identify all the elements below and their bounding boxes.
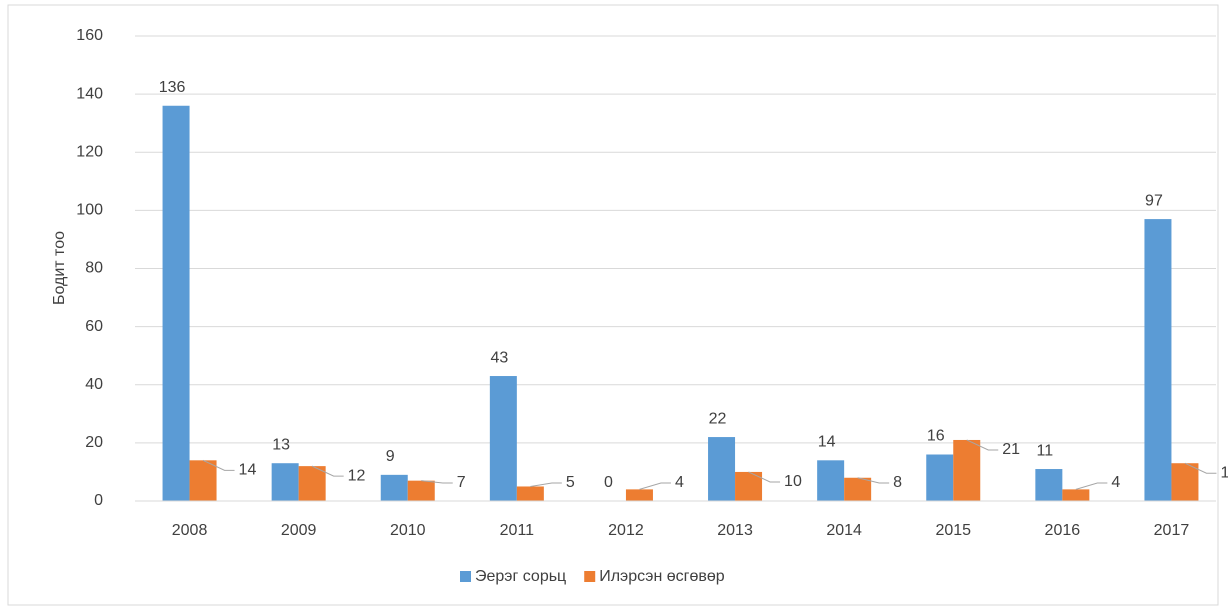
bar — [298, 466, 326, 501]
bar — [625, 489, 653, 501]
y-tick-label: 40 — [85, 376, 103, 393]
x-tick-label: 2010 — [390, 522, 426, 539]
leader-line — [857, 477, 890, 484]
bar — [926, 454, 954, 501]
leader-line — [748, 471, 781, 483]
x-tick-label: 2016 — [1045, 522, 1081, 539]
data-label: 97 — [1145, 192, 1163, 209]
x-tick-label: 2008 — [172, 522, 208, 539]
legend-swatch — [460, 571, 471, 582]
data-label: 43 — [490, 349, 508, 366]
data-label: 14 — [818, 434, 836, 451]
data-label: 7 — [457, 474, 466, 491]
y-tick-label: 140 — [76, 85, 103, 102]
bar — [953, 439, 981, 501]
leader-line — [421, 480, 453, 484]
x-tick-label: 2013 — [717, 522, 753, 539]
data-label: 11 — [1037, 442, 1054, 459]
data-label: 16 — [927, 428, 945, 445]
y-tick-label: 120 — [76, 143, 103, 160]
legend-label: Илэрсэн өсгөвөр — [599, 568, 725, 585]
legend-label: Эерэг сорьц — [475, 568, 566, 585]
leader-line — [530, 482, 562, 487]
bar — [1035, 469, 1063, 501]
y-tick-label: 100 — [76, 202, 103, 219]
bar — [735, 471, 763, 501]
bar — [1171, 463, 1199, 501]
bar — [380, 474, 408, 501]
legend-swatch — [584, 571, 596, 582]
leader-line — [639, 482, 671, 490]
y-tick-label: 0 — [94, 492, 103, 509]
data-label: 8 — [893, 474, 902, 491]
x-tick-label: 2014 — [826, 522, 862, 539]
x-tick-label: 2012 — [608, 522, 644, 539]
data-label: 21 — [1002, 441, 1020, 458]
bar — [844, 477, 872, 501]
chart-frame — [7, 4, 1219, 606]
data-label: 22 — [709, 410, 727, 427]
data-label: 4 — [1111, 474, 1120, 491]
x-tick-label: 2011 — [500, 522, 535, 539]
y-axis-label: Бодит тоо — [51, 231, 68, 305]
leader-line — [966, 439, 999, 451]
data-label: 0 — [604, 474, 613, 491]
data-label: 10 — [784, 473, 802, 490]
leader-line — [202, 459, 235, 471]
data-label: 136 — [159, 79, 186, 96]
bar — [271, 463, 299, 501]
bar — [516, 486, 544, 501]
data-label: 9 — [386, 448, 395, 465]
x-tick-label: 2017 — [1154, 522, 1190, 539]
bar — [189, 460, 217, 501]
leader-line — [1075, 482, 1108, 490]
leader-line — [1184, 462, 1217, 474]
bar — [1062, 489, 1090, 501]
data-label: 5 — [566, 474, 575, 491]
leader-line — [311, 465, 344, 477]
bar — [1144, 219, 1172, 501]
y-tick-label: 80 — [85, 260, 103, 277]
data-label: 13 — [272, 436, 290, 453]
data-label: 14 — [239, 462, 257, 479]
y-tick-label: 20 — [85, 434, 103, 451]
data-label: 12 — [348, 467, 366, 484]
x-tick-label: 2015 — [935, 522, 971, 539]
bar — [817, 460, 845, 501]
y-tick-label: 60 — [85, 318, 103, 335]
y-tick-label: 160 — [76, 27, 103, 44]
data-label: 4 — [675, 474, 684, 491]
data-label: 13 — [1220, 464, 1228, 481]
bar — [708, 437, 736, 501]
x-tick-label: 2009 — [281, 522, 317, 539]
bar — [407, 480, 435, 501]
bar — [162, 105, 190, 501]
bar — [489, 376, 517, 501]
